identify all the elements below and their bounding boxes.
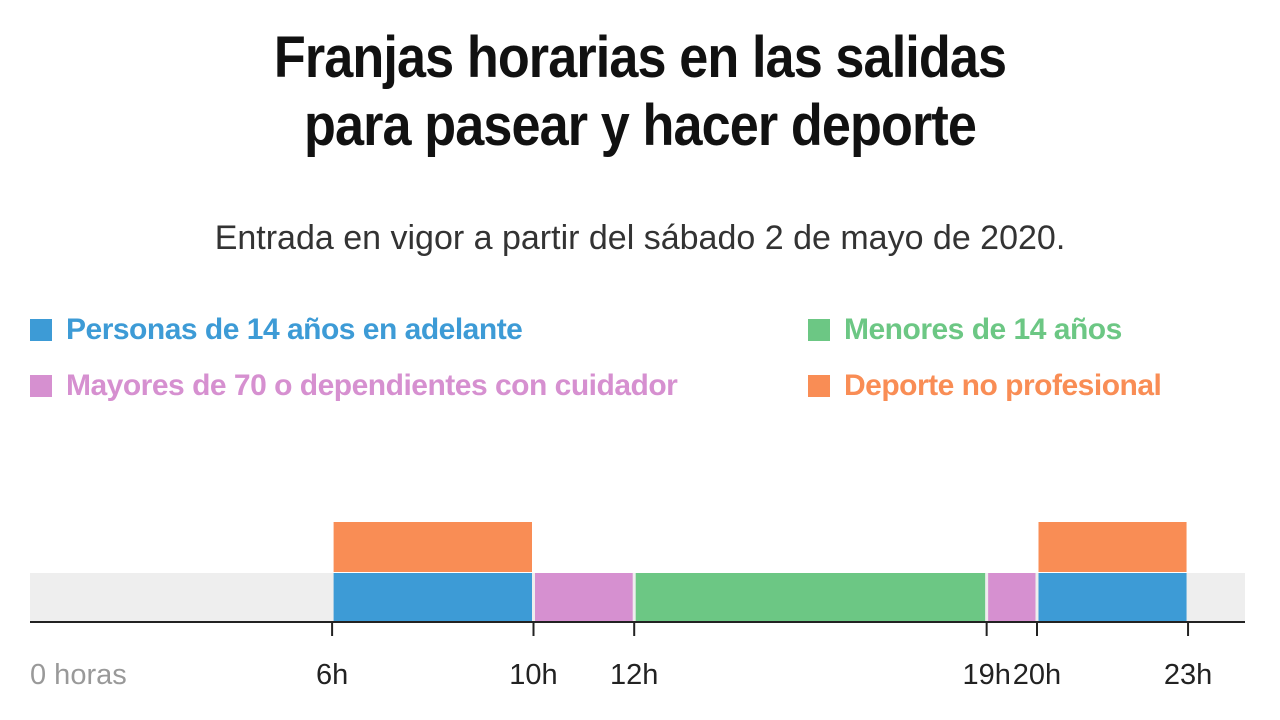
bar-deporte-20-23 xyxy=(1038,522,1187,572)
tick-label-12: 12h xyxy=(610,659,658,691)
legend-item-deporte: Deporte no profesional xyxy=(808,366,1162,406)
tick-label-6: 6h xyxy=(316,659,348,691)
timeline-ticks: 0 horas 6h 10h 12h 19h 20h 23h xyxy=(30,622,1212,691)
legend-label-personas: Personas de 14 años en adelante xyxy=(66,313,523,346)
legend-swatch-mayores xyxy=(30,375,52,397)
tick-label-20: 20h xyxy=(1013,659,1061,691)
bar-deporte-6-10 xyxy=(333,522,532,572)
legend-swatch-personas xyxy=(30,319,52,341)
chart-subtitle: Entrada en vigor a partir del sábado 2 d… xyxy=(214,219,1066,257)
legend-label-mayores: Mayores de 70 o dependientes con cuidado… xyxy=(66,369,678,402)
bar-mayores-10-12 xyxy=(535,573,633,621)
bar-menores-12-19 xyxy=(635,573,986,621)
timeline-bars xyxy=(333,522,1187,621)
bar-mayores-19-20 xyxy=(988,573,1036,621)
legend-label-menores: Menores de 14 años xyxy=(844,313,1122,346)
chart-title: Franjas horarias en las salidas para pas… xyxy=(64,24,1216,160)
tick-label-19: 19h xyxy=(962,659,1010,691)
legend-swatch-menores xyxy=(808,319,830,341)
chart-title-line-2: para pasear y hacer deporte xyxy=(303,93,977,158)
legend-item-mayores: Mayores de 70 o dependientes con cuidado… xyxy=(30,366,678,406)
tick-label-0: 0 horas xyxy=(30,659,127,691)
legend-item-personas: Personas de 14 años en adelante xyxy=(30,310,523,350)
legend-swatch-deporte xyxy=(808,375,830,397)
tick-label-10: 10h xyxy=(509,659,557,691)
tick-label-23: 23h xyxy=(1164,659,1212,691)
bar-personas-6-10 xyxy=(333,573,532,621)
chart-title-line-1: Franjas horarias en las salidas xyxy=(273,25,1007,90)
legend-item-menores: Menores de 14 años xyxy=(808,310,1122,350)
legend-label-deporte: Deporte no profesional xyxy=(844,369,1162,402)
bar-personas-20-23 xyxy=(1038,573,1187,621)
